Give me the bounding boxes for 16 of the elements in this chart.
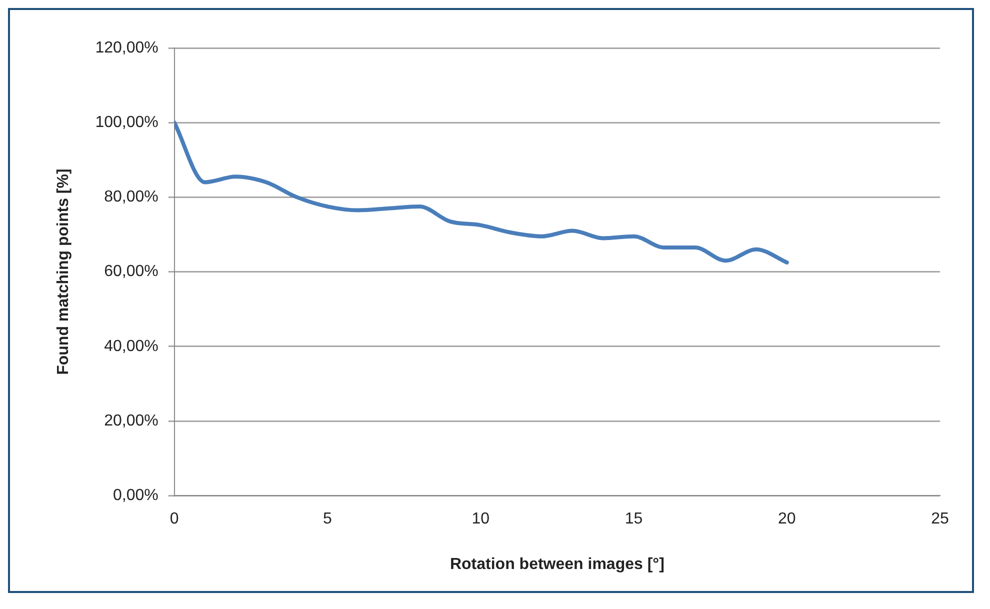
x-tick-label: 25 <box>931 510 949 528</box>
y-tick-label: 40,00% <box>104 338 158 355</box>
y-tick-label: 0,00% <box>112 487 158 504</box>
y-tick-label: 60,00% <box>104 263 158 280</box>
y-tick-label: 120,00% <box>95 39 158 56</box>
x-tick-label: 10 <box>472 510 490 528</box>
y-tick-label: 80,00% <box>104 188 158 206</box>
x-tick-label: 15 <box>624 510 643 528</box>
y-tick-label: 100,00% <box>95 114 158 132</box>
x-tick-label: 20 <box>778 510 796 528</box>
y-axis-title: Found matching points [%] <box>55 168 72 375</box>
x-axis-title: Rotation between images [°] <box>450 556 664 573</box>
x-tick-label: 5 <box>323 510 332 528</box>
x-tick-label: 0 <box>170 510 179 528</box>
line-series <box>174 120 789 264</box>
y-tick-label: 20,00% <box>104 412 158 430</box>
